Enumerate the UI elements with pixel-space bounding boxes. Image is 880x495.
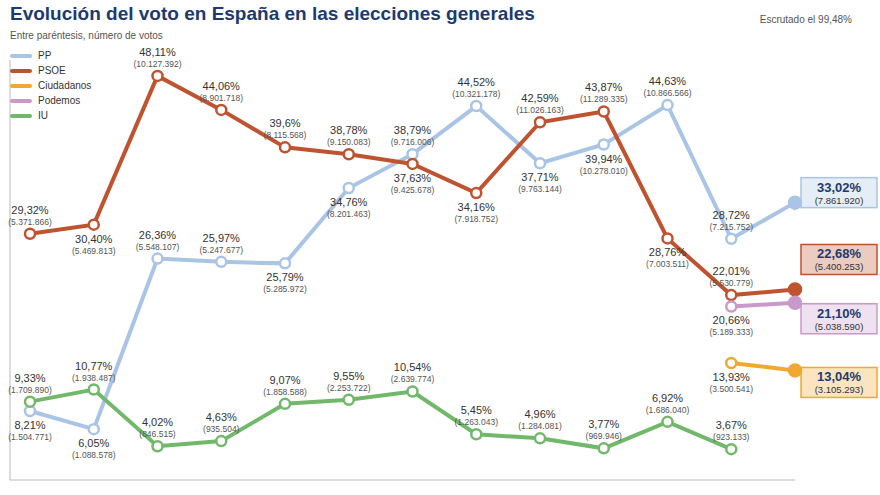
svg-text:9,33%: 9,33% bbox=[14, 372, 45, 384]
svg-text:25,97%: 25,97% bbox=[203, 232, 241, 244]
svg-text:25,79%: 25,79% bbox=[266, 271, 304, 283]
svg-text:(9.425.678): (9.425.678) bbox=[391, 185, 435, 195]
svg-text:(969.946): (969.946) bbox=[586, 431, 623, 441]
svg-text:13,93%: 13,93% bbox=[713, 371, 751, 383]
svg-text:(2.639.774): (2.639.774) bbox=[391, 374, 435, 384]
svg-text:(8.201.463): (8.201.463) bbox=[327, 209, 371, 219]
svg-text:39,6%: 39,6% bbox=[269, 117, 300, 129]
svg-text:22,01%: 22,01% bbox=[713, 265, 751, 277]
svg-text:(2.253.722): (2.253.722) bbox=[327, 383, 371, 393]
svg-text:(10.866.566): (10.866.566) bbox=[643, 88, 691, 98]
svg-text:(846.515): (846.515) bbox=[139, 429, 176, 439]
svg-text:9,07%: 9,07% bbox=[269, 374, 300, 386]
svg-text:(8.901.718): (8.901.718) bbox=[200, 93, 244, 103]
svg-text:22,68%: 22,68% bbox=[817, 246, 862, 261]
svg-text:(5.371.866): (5.371.866) bbox=[8, 217, 52, 227]
svg-text:(5.038.590): (5.038.590) bbox=[815, 321, 864, 332]
svg-text:43,87%: 43,87% bbox=[585, 81, 623, 93]
svg-text:8,21%: 8,21% bbox=[14, 419, 45, 431]
svg-text:42,59%: 42,59% bbox=[521, 92, 559, 104]
svg-text:(5.400.253): (5.400.253) bbox=[815, 261, 864, 272]
svg-text:(1.686.040): (1.686.040) bbox=[646, 405, 690, 415]
svg-text:4,02%: 4,02% bbox=[142, 416, 173, 428]
svg-text:(1.858.588): (1.858.588) bbox=[263, 387, 307, 397]
svg-text:37,71%: 37,71% bbox=[521, 171, 559, 183]
svg-text:44,52%: 44,52% bbox=[458, 76, 496, 88]
svg-text:(5.469.813): (5.469.813) bbox=[72, 246, 116, 256]
svg-text:26,36%: 26,36% bbox=[139, 229, 177, 241]
svg-text:(3.105.293): (3.105.293) bbox=[815, 384, 864, 395]
svg-text:(5.285.972): (5.285.972) bbox=[263, 284, 307, 294]
svg-text:(9.763.144): (9.763.144) bbox=[518, 184, 562, 194]
svg-text:(3.500.541): (3.500.541) bbox=[710, 384, 754, 394]
html-text:Podemos: Podemos bbox=[38, 95, 81, 106]
html-text:IU: IU bbox=[38, 110, 48, 121]
svg-text:3,77%: 3,77% bbox=[588, 418, 619, 430]
svg-text:(11.289.335): (11.289.335) bbox=[580, 94, 628, 104]
svg-text:(9.150.083): (9.150.083) bbox=[327, 137, 371, 147]
html-text:Ciudadanos: Ciudadanos bbox=[38, 80, 92, 91]
svg-text:29,32%: 29,32% bbox=[11, 204, 49, 216]
svg-text:(9.716.006): (9.716.006) bbox=[391, 137, 435, 147]
svg-text:(11.026.163): (11.026.163) bbox=[516, 105, 564, 115]
svg-text:4,63%: 4,63% bbox=[206, 411, 237, 423]
svg-text:(5.189.333): (5.189.333) bbox=[710, 327, 754, 337]
svg-text:(7.918.752): (7.918.752) bbox=[455, 214, 499, 224]
svg-text:37,63%: 37,63% bbox=[394, 172, 432, 184]
svg-text:(7.215.752): (7.215.752) bbox=[710, 222, 754, 232]
svg-text:(10.127.392): (10.127.392) bbox=[133, 59, 181, 69]
svg-text:(7.861.920): (7.861.920) bbox=[815, 195, 864, 206]
svg-text:(5.530.779): (5.530.779) bbox=[710, 278, 754, 288]
svg-text:(935.504): (935.504) bbox=[203, 424, 240, 434]
svg-text:28,72%: 28,72% bbox=[713, 209, 751, 221]
svg-text:5,45%: 5,45% bbox=[461, 404, 492, 416]
svg-text:(5.247.677): (5.247.677) bbox=[200, 245, 244, 255]
html-text:PSOE: PSOE bbox=[38, 65, 66, 76]
svg-text:21,10%: 21,10% bbox=[817, 306, 862, 321]
svg-text:(1.709.890): (1.709.890) bbox=[8, 385, 52, 395]
svg-text:38,79%: 38,79% bbox=[394, 124, 432, 136]
svg-text:(1.938.487): (1.938.487) bbox=[72, 373, 116, 383]
svg-text:(1.284.081): (1.284.081) bbox=[518, 421, 562, 431]
svg-text:34,16%: 34,16% bbox=[458, 201, 496, 213]
svg-text:4,96%: 4,96% bbox=[524, 408, 555, 420]
svg-text:6,92%: 6,92% bbox=[652, 392, 683, 404]
svg-text:(10.321.178): (10.321.178) bbox=[452, 89, 500, 99]
svg-text:38,78%: 38,78% bbox=[330, 124, 368, 136]
svg-text:(8.115.568): (8.115.568) bbox=[264, 130, 307, 140]
svg-text:13,04%: 13,04% bbox=[817, 369, 862, 384]
svg-text:44,06%: 44,06% bbox=[203, 80, 241, 92]
svg-text:(1.088.578): (1.088.578) bbox=[72, 450, 116, 460]
svg-text:33,02%: 33,02% bbox=[817, 180, 862, 195]
svg-text:39,94%: 39,94% bbox=[585, 153, 623, 165]
svg-text:48,11%: 48,11% bbox=[139, 46, 176, 58]
svg-text:(923.133): (923.133) bbox=[713, 432, 750, 442]
svg-text:6,05%: 6,05% bbox=[78, 437, 109, 449]
svg-text:9,55%: 9,55% bbox=[333, 370, 364, 382]
svg-text:3,67%: 3,67% bbox=[716, 419, 747, 431]
svg-text:10,77%: 10,77% bbox=[75, 360, 113, 372]
html-text:Entre paréntesis, número de vo: Entre paréntesis, número de votos bbox=[10, 30, 163, 41]
html-text:Escrutado el 99,48%: Escrutado el 99,48% bbox=[759, 14, 852, 25]
svg-text:28,76%: 28,76% bbox=[649, 246, 687, 258]
svg-text:(1.504.771): (1.504.771) bbox=[8, 432, 52, 442]
html-text:Evolución del voto en España e: Evolución del voto en España en las elec… bbox=[10, 3, 535, 24]
svg-text:(7.003.511): (7.003.511) bbox=[646, 259, 689, 269]
svg-text:44,63%: 44,63% bbox=[649, 75, 687, 87]
svg-text:(1.263.043): (1.263.043) bbox=[455, 417, 499, 427]
svg-text:20,66%: 20,66% bbox=[713, 314, 751, 326]
svg-text:34,76%: 34,76% bbox=[330, 196, 368, 208]
svg-text:(10.278.010): (10.278.010) bbox=[580, 166, 628, 176]
svg-text:30,40%: 30,40% bbox=[75, 233, 113, 245]
svg-text:(5.548.107): (5.548.107) bbox=[136, 242, 180, 252]
html-text:PP: PP bbox=[38, 50, 52, 61]
svg-text:10,54%: 10,54% bbox=[394, 361, 432, 373]
